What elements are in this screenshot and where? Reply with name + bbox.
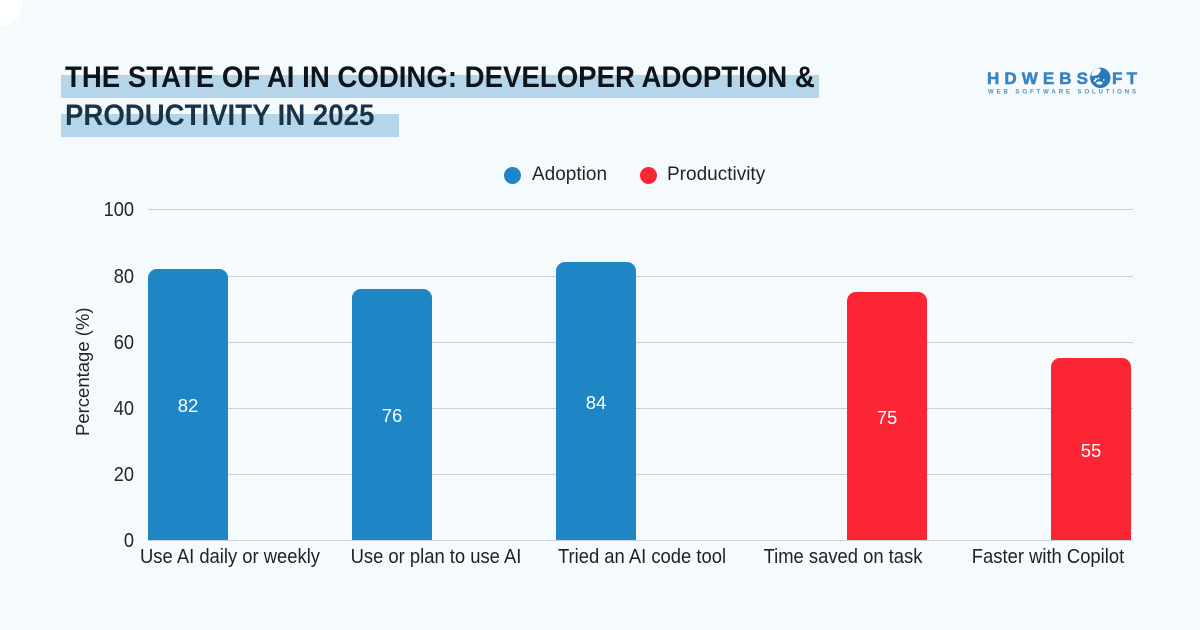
svg-text:HDWEBS: HDWEBS — [987, 69, 1088, 88]
svg-text:FT: FT — [1112, 69, 1138, 88]
svg-text:WEB SOFTWARE SOLUTIONS: WEB SOFTWARE SOLUTIONS — [988, 90, 1136, 96]
